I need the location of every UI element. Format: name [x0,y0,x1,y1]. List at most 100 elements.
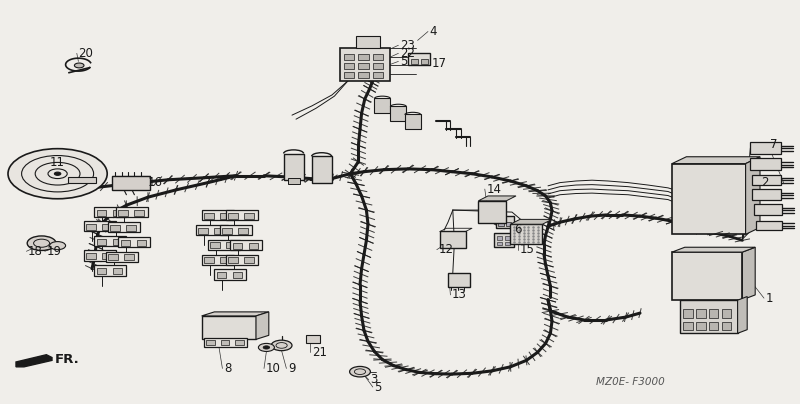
Text: 12: 12 [438,243,454,256]
Bar [756,221,782,230]
Bar [709,309,718,318]
Text: 18: 18 [28,245,43,258]
Bar [204,213,214,219]
Text: 14: 14 [486,183,502,196]
Bar [121,240,130,246]
Polygon shape [16,355,52,367]
Bar [405,114,421,129]
Polygon shape [672,247,755,252]
Bar [408,53,430,65]
Bar [722,322,731,330]
Text: 2: 2 [762,176,769,189]
Polygon shape [256,312,269,339]
Bar [722,309,731,318]
Bar [505,236,510,240]
Bar [754,204,782,215]
Bar [208,240,240,250]
Bar [196,225,228,235]
Bar [230,240,262,250]
Polygon shape [746,157,760,234]
Bar [709,322,718,330]
Bar [672,252,742,300]
Circle shape [263,346,270,349]
Bar [202,255,234,265]
Bar [249,243,258,249]
Bar [344,54,354,60]
Bar [204,338,247,347]
Bar [498,222,504,226]
Bar [206,340,214,345]
Bar [226,210,258,220]
Bar [750,142,781,154]
Bar [510,224,542,244]
Bar [97,239,106,245]
Bar [204,257,214,263]
Bar [118,210,128,216]
Bar [494,233,514,247]
Text: 16: 16 [148,176,163,189]
Polygon shape [478,196,516,201]
Text: MZ0E- F3000: MZ0E- F3000 [596,377,665,387]
Text: 21: 21 [312,346,327,359]
Bar [696,322,706,330]
Circle shape [8,149,107,199]
Polygon shape [738,297,747,333]
Bar [312,156,332,183]
Bar [506,222,511,226]
Bar [222,227,232,234]
Bar [102,253,112,259]
Bar [752,175,781,185]
Polygon shape [510,219,552,224]
Bar [306,335,320,343]
Bar [94,236,126,246]
Text: 8: 8 [224,362,231,375]
Bar [220,257,230,263]
Bar [411,59,418,64]
Text: 22: 22 [400,47,415,60]
Bar [233,272,242,278]
Circle shape [27,236,56,250]
Bar [106,252,138,262]
Bar [134,210,144,216]
Bar [497,242,502,245]
Bar [374,98,390,113]
Bar [113,239,122,245]
Bar [235,340,243,345]
Bar [226,255,258,265]
Bar [108,254,118,260]
Bar [390,106,406,121]
Bar [497,236,502,240]
Polygon shape [672,157,760,164]
Bar [221,340,229,345]
Bar [210,242,220,248]
Bar [244,213,254,219]
Bar [113,268,122,274]
Text: 10: 10 [266,362,281,375]
Bar [750,158,781,170]
Bar [344,63,354,69]
Bar [68,177,96,183]
Text: 11: 11 [50,156,65,169]
Bar [340,48,390,81]
Bar [97,210,106,216]
Bar [118,237,150,247]
Bar [358,54,369,60]
Bar [358,63,369,69]
Bar [244,257,254,263]
Bar [214,227,224,234]
Bar [683,309,693,318]
Text: 19: 19 [46,245,62,258]
Bar [478,201,506,223]
Bar [356,36,380,48]
Bar [110,225,120,231]
Bar [421,59,428,64]
Text: 4: 4 [430,25,437,38]
Bar [373,72,383,78]
Bar [220,213,230,219]
Bar [102,223,112,229]
Circle shape [74,63,84,68]
Bar [233,243,242,249]
Bar [124,254,134,260]
Text: FR.: FR. [54,353,79,366]
Bar [505,242,510,245]
